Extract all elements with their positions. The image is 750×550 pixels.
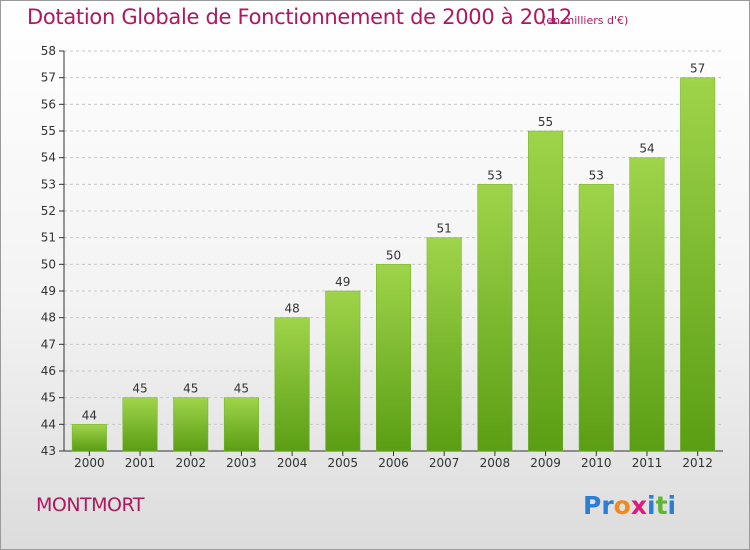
bar[interactable] [528, 130, 564, 452]
x-tick-label: 2009 [530, 456, 561, 470]
y-tick-label: 48 [41, 311, 56, 325]
x-tick-label: 2005 [328, 456, 359, 470]
data-labels: 44 45 45 45 48 49 50 51 53 55 53 54 57 [82, 62, 706, 423]
bar[interactable] [578, 184, 614, 452]
logo-letter: x [630, 491, 647, 520]
bar-value-label: 44 [82, 408, 97, 422]
y-tick-label: 56 [41, 97, 56, 111]
bar[interactable] [629, 157, 665, 452]
bar-value-label: 45 [234, 382, 249, 396]
bar-value-label: 53 [487, 168, 502, 182]
bar[interactable] [477, 184, 513, 452]
y-tick-label: 45 [41, 391, 56, 405]
logo-letter: i [647, 491, 656, 520]
bar[interactable] [122, 397, 158, 452]
y-tick-label: 50 [41, 257, 56, 271]
y-tick-label: 51 [41, 231, 56, 245]
bar-value-label: 49 [335, 275, 350, 289]
y-tick-label: 43 [41, 444, 56, 458]
chart-subtitle: (en milliers d'€) [542, 14, 629, 27]
commune-name: MONTMORT [36, 494, 144, 516]
logo-letter: r [601, 491, 614, 520]
bar-value-label: 54 [639, 142, 654, 156]
bars [71, 77, 716, 452]
bar[interactable] [274, 317, 310, 452]
bar-value-label: 48 [284, 302, 299, 316]
y-tick-label: 49 [41, 284, 56, 298]
x-tick-label: 2006 [378, 456, 409, 470]
y-tick-label: 44 [41, 417, 56, 431]
bar-value-label: 45 [132, 382, 147, 396]
logo-letter: P [583, 491, 602, 520]
y-tick-label: 57 [41, 71, 56, 85]
bar-value-label: 55 [538, 115, 553, 129]
chart-title: Dotation Globale de Fonctionnement de 20… [27, 5, 572, 29]
bar-value-label: 57 [690, 62, 705, 76]
x-tick-label: 2011 [632, 456, 663, 470]
bar[interactable] [376, 264, 411, 452]
x-tick-label: 2003 [226, 456, 257, 470]
x-tick-labels: 2000 2001 2002 2003 2004 2005 2006 2007 2008 2009… [74, 456, 713, 470]
x-tick-label: 2008 [480, 456, 511, 470]
bar[interactable] [680, 77, 716, 452]
bar[interactable] [173, 397, 209, 452]
y-tick-label: 53 [41, 177, 56, 191]
x-tick-label: 2002 [175, 456, 206, 470]
y-tick-label: 58 [41, 44, 56, 58]
bar[interactable] [426, 237, 462, 452]
x-tick-label: 2000 [74, 456, 105, 470]
logo-letter: t [655, 491, 668, 520]
y-tick-label: 47 [41, 337, 56, 351]
x-tick-label: 2012 [682, 456, 713, 470]
x-tick-label: 2004 [277, 456, 308, 470]
proxiti-logo[interactable]: Proxiti [583, 491, 676, 520]
y-tick-label: 46 [41, 364, 56, 378]
bar-value-label: 45 [183, 382, 198, 396]
logo-letter: i [667, 491, 677, 520]
y-tick-label: 54 [41, 151, 56, 165]
x-tick-label: 2010 [581, 456, 612, 470]
bar-value-label: 53 [589, 168, 604, 182]
y-tick-label: 55 [41, 124, 56, 138]
logo-letter: o [613, 491, 631, 520]
y-tick-label: 52 [41, 204, 56, 218]
x-tick-label: 2007 [429, 456, 460, 470]
bar[interactable] [71, 424, 107, 452]
bar[interactable] [223, 397, 259, 452]
x-tick-label: 2001 [125, 456, 156, 470]
bar[interactable] [325, 290, 361, 452]
bar-value-label: 51 [437, 222, 452, 236]
bar-value-label: 50 [386, 248, 401, 262]
y-tick-labels: 43 44 45 46 47 48 49 50 51 52 53 54 55 56 57 58 [41, 44, 56, 458]
